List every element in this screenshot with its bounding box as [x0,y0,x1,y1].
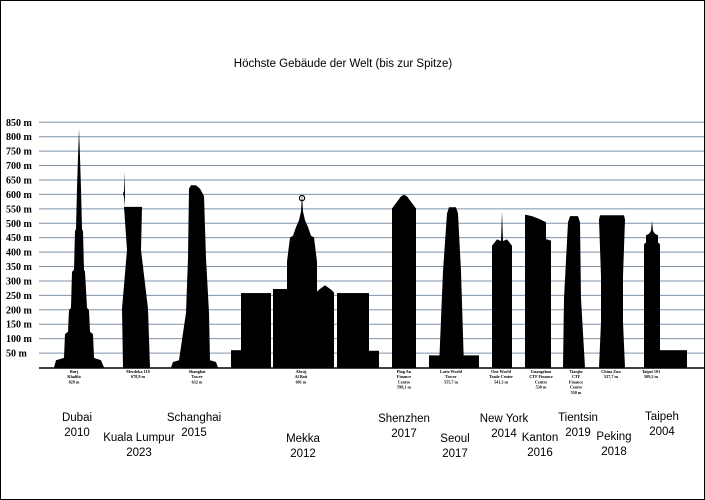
city-year-caption: Mekka [286,433,320,445]
city-year-caption: Peking [596,431,631,443]
city-year-caption: 2018 [601,446,627,458]
city-year-captions: Dubai 2010 Kuala Lumpur 2023 Schanghai 2015 Me… [62,411,679,460]
y-tick-label: 150 m [6,320,33,331]
building-label: Tower [445,374,456,379]
city-year-caption: Taipeh [645,411,679,423]
building-guangzhou-ctf [525,214,551,368]
building-label: Tianjin [569,369,583,374]
building-label: 509,2 m [644,374,658,379]
building-label: 632 m [192,379,203,384]
city-year-caption: Schanghai [167,412,221,424]
y-tick-label: 750 m [6,147,33,158]
building-china-zun [599,215,625,368]
building-label: Khalifa [67,374,81,379]
building-label: Shanghai [189,369,207,374]
tower-right [337,293,369,368]
building-silhouettes [54,128,687,368]
building-merdeka-118 [122,171,150,368]
building-label: 555,7 m [444,379,458,384]
building-ping-an [392,194,416,368]
building-label: Finance [569,379,583,384]
city-year-caption: Kuala Lumpur [103,432,175,444]
city-year-caption: Dubai [62,412,92,424]
building-label: 541,3 m [494,379,508,384]
building-label: Ping An [397,369,412,374]
building-label: Tower [191,374,202,379]
y-tick-label: 550 m [6,204,33,215]
tower-left [241,293,271,368]
city-year-caption: Shenzhen [378,413,430,425]
tower-mid-right [316,285,334,368]
y-tick-label: 850 m [6,118,33,129]
building-label: Al Bait [295,374,308,379]
building-label: 599,1 m [397,385,411,390]
building-label: Taipei 101 [642,369,660,374]
building-label: Merdeka 118 [126,369,149,374]
building-label: 530 m [536,385,547,390]
building-label: Centre [398,379,410,384]
building-taipei-101 [644,220,660,368]
building-label: Lotte World [440,369,463,374]
tower-mid-left [273,289,291,368]
building-label: Guangzhou [531,369,552,374]
taipei-podium [657,350,687,368]
city-year-caption: 2023 [126,447,152,459]
building-label: Finance [397,374,411,379]
y-tick-label: 300 m [6,276,33,287]
city-year-caption: Kanton [522,432,558,444]
building-label: Trade Center [489,374,513,379]
y-tick-label: 500 m [6,219,33,230]
city-year-caption: 2014 [491,428,517,440]
city-year-caption: 2016 [527,447,553,459]
y-tick-label: 100 m [6,334,33,345]
city-year-caption: New York [480,413,529,425]
building-label: Abraj [296,369,307,374]
building-label: Centre [570,385,582,390]
building-one-world-trade-center [492,211,512,368]
y-tick-label: 400 m [6,248,33,259]
city-year-caption: 2015 [181,427,207,439]
building-label: China Zun [601,369,621,374]
y-tick-label: 350 m [6,262,33,273]
y-axis-tick-labels: 50 m 100 m 150 m 200 m 250 m 300 m 350 m 400 m 4… [6,118,33,360]
city-year-caption: 2004 [649,426,675,438]
city-year-caption: Seoul [440,433,469,445]
city-year-caption: 2019 [565,427,591,439]
building-label: 828 m [69,379,80,384]
chart-title: Höchste Gebäude der Welt (bis zur Spitze… [234,58,453,70]
y-tick-label: 800 m [6,132,33,143]
building-tianjin-ctf [563,216,585,368]
building-label: 678,9 m [131,374,145,379]
building-label: One World [491,369,511,374]
building-label: 527,7 m [604,374,618,379]
building-abraj-al-bait [287,194,317,368]
building-lotte-world-tower [439,207,464,368]
building-label: CTF [572,374,581,379]
building-shanghai-tower [171,185,218,368]
y-tick-label: 700 m [6,161,33,172]
city-year-caption: 2017 [442,448,468,460]
y-tick-label: 450 m [6,233,33,244]
building-burj-khalifa [54,128,104,368]
y-tick-label: 650 m [6,175,33,186]
building-label: Burj [70,369,79,374]
building-label: 530 m [571,390,582,395]
building-label: CTF Finance [529,374,553,379]
y-tick-label: 200 m [6,305,33,316]
y-tick-label: 600 m [6,190,33,201]
city-year-caption: 2010 [64,427,90,439]
city-year-caption: 2017 [391,428,417,440]
y-tick-label: 250 m [6,291,33,302]
building-label: Centre [535,379,547,384]
grid-lines [39,121,704,369]
building-label: 601 m [296,379,307,384]
podium-right [367,350,379,368]
crescent-finial [298,194,306,202]
city-year-caption: Tientsin [558,412,598,424]
city-year-caption: 2012 [290,448,316,460]
y-tick-label: 50 m [6,349,28,360]
